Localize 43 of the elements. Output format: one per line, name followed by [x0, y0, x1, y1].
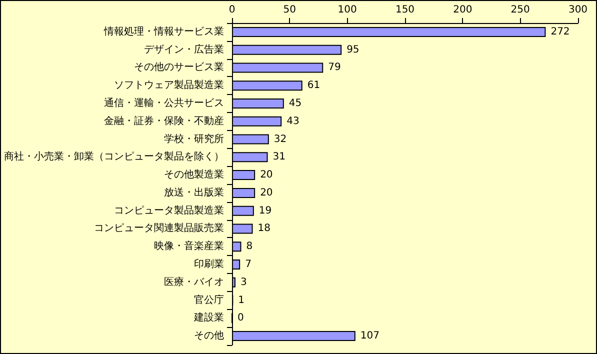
y-tick-label: 放送・出版業: [164, 186, 224, 198]
data-label: 95: [346, 44, 360, 56]
y-tick-label: コンピュータ関連製品販売業: [94, 222, 224, 234]
x-tick-label: 100: [338, 4, 357, 16]
data-label: 272: [550, 26, 570, 38]
y-tick-label: 学校・研究所: [164, 132, 224, 145]
x-tick-label: 50: [283, 4, 296, 16]
data-label: 0: [238, 312, 244, 324]
y-tick-label: その他: [194, 330, 224, 342]
y-tick-label: 官公庁: [194, 294, 224, 306]
data-label: 19: [258, 205, 272, 216]
x-tick-label: 250: [510, 4, 530, 16]
x-tick-label: 300: [568, 4, 588, 16]
y-tick-label: デザイン・広告業: [144, 43, 224, 56]
y-tick-label: コンピュータ製品製造業: [114, 204, 224, 216]
x-tick-label: 0: [228, 4, 236, 16]
data-label: 7: [245, 259, 252, 270]
y-tick-label: 情報処理・情報サービス業: [103, 25, 224, 38]
data-label: 20: [260, 170, 273, 181]
data-label: 61: [307, 80, 320, 92]
y-tick-label: 通信・運輸・公共サービス: [104, 97, 224, 109]
x-tick-label: 200: [453, 4, 472, 16]
data-label: 1: [238, 294, 245, 306]
data-label: 107: [360, 330, 380, 342]
data-label: 20: [260, 187, 273, 198]
y-tick-label: 映像・音楽産業: [154, 240, 224, 252]
y-tick-label: 金融・証券・保険・不動産: [104, 114, 224, 127]
data-label: 3: [240, 276, 247, 288]
data-label: 8: [246, 241, 253, 252]
y-tick-label: 医療・バイオ: [164, 276, 224, 288]
y-tick-label: 建設業: [193, 312, 224, 324]
data-label: 45: [288, 98, 302, 109]
y-tick-label: 印刷業: [194, 258, 224, 270]
data-label: 43: [286, 116, 300, 127]
y-tick-label: その他製造業: [164, 168, 224, 181]
data-label: 31: [272, 152, 286, 163]
y-tick-label: その他のサービス業: [134, 61, 224, 74]
y-tick-label: 商社・小売業・卸業（コンピュータ製品を除く）: [4, 150, 224, 163]
data-label: 79: [328, 62, 341, 74]
y-tick-label: ソフトウェア製品製造業: [114, 79, 224, 92]
x-tick-label: 150: [395, 4, 415, 16]
data-label: 18: [258, 223, 270, 234]
data-label: 32: [274, 134, 287, 145]
